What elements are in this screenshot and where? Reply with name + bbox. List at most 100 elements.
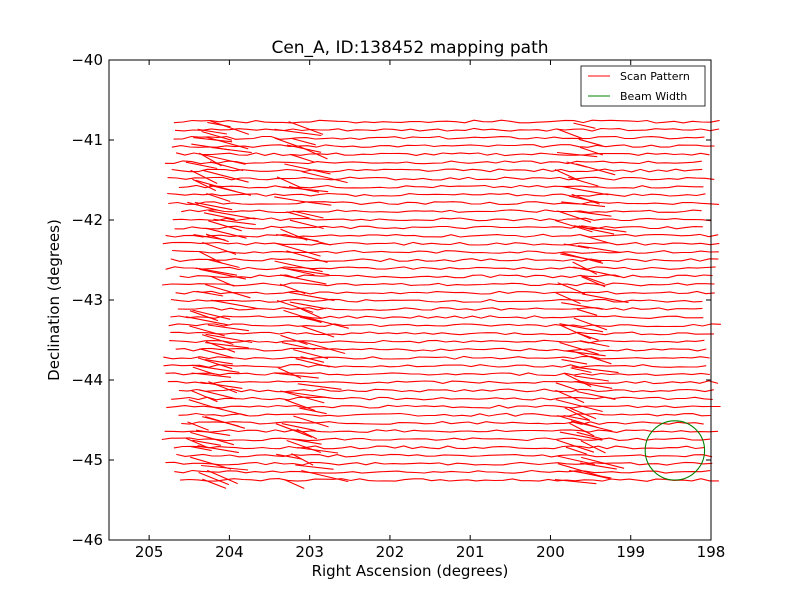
scan-leg	[165, 266, 716, 271]
scan-leg	[167, 380, 719, 385]
scan-turn	[578, 138, 603, 147]
scan-turn	[559, 341, 599, 355]
scan-turn	[192, 178, 217, 192]
scan-turn	[197, 128, 227, 135]
scan-turn	[197, 357, 233, 370]
scan-turn	[187, 421, 209, 431]
scan-turn	[193, 234, 226, 241]
x-tick-label: 201	[456, 543, 485, 561]
scan-leg	[162, 241, 720, 246]
x-tick-label: 199	[616, 543, 645, 561]
scan-turn	[574, 210, 612, 217]
scan-turn	[300, 356, 325, 363]
scan-turn	[560, 253, 602, 263]
legend-label-scan-pattern: Scan Pattern	[620, 70, 690, 83]
scan-leg	[171, 168, 703, 173]
scan-leg	[175, 347, 707, 352]
scan-turn	[571, 366, 619, 374]
scan-turn	[198, 251, 223, 264]
scan-turn	[284, 163, 331, 175]
y-tick-label: −41	[71, 131, 103, 149]
scan-leg	[175, 152, 710, 157]
x-axis-ticks: 205 204 203 202 201 200 199 198	[135, 60, 726, 561]
scan-turn	[276, 299, 314, 313]
scan-turn	[280, 334, 308, 346]
scan-turn	[561, 201, 606, 208]
scan-turn	[285, 399, 316, 412]
scan-turn	[197, 445, 239, 454]
scan-leg	[167, 192, 706, 197]
scan-turn	[299, 316, 322, 323]
scan-turn	[189, 310, 219, 322]
scan-leg	[181, 421, 704, 425]
legend-label-beam-width: Beam Width	[620, 90, 687, 103]
scan-turn	[208, 184, 252, 196]
scan-leg	[178, 388, 714, 393]
scan-turn	[557, 282, 586, 295]
scan-turn	[301, 325, 335, 338]
scan-turn	[191, 364, 240, 373]
scan-turn	[573, 225, 615, 235]
y-axis-label: Declination (degrees)	[45, 219, 63, 381]
scan-turn	[300, 315, 349, 329]
scan-leg	[171, 144, 715, 148]
scan-turn	[198, 471, 230, 486]
scan-leg	[170, 315, 704, 319]
scan-turn	[202, 169, 249, 183]
y-tick-label: −43	[71, 291, 103, 309]
scan-turn	[573, 122, 596, 129]
scan-leg	[166, 404, 721, 409]
scan-turn	[193, 137, 233, 143]
y-axis-ticks: −40 −41 −42 −43 −44 −45 −46	[71, 51, 711, 549]
scan-leg	[162, 282, 715, 287]
scan-turn	[565, 446, 587, 455]
scan-leg	[165, 461, 713, 466]
scan-turn	[568, 176, 599, 187]
scan-turn	[291, 438, 322, 445]
scan-turn	[208, 220, 242, 232]
scan-turn	[185, 161, 218, 170]
scan-turn	[274, 372, 319, 379]
y-tick-label: −46	[71, 531, 103, 549]
scan-leg	[165, 372, 710, 377]
scan-pattern-layer	[161, 119, 721, 490]
scan-leg	[173, 445, 705, 450]
scan-turn	[282, 186, 329, 193]
scan-turn	[275, 423, 313, 438]
scan-turn	[557, 463, 602, 478]
y-tick-label: −42	[71, 211, 103, 229]
scan-turn	[580, 462, 617, 470]
scan-turn	[190, 431, 234, 446]
scan-turn	[555, 382, 578, 391]
scan-turn	[199, 348, 234, 359]
scan-turn	[200, 381, 243, 389]
scan-turn	[274, 260, 323, 273]
x-tick-label: 204	[215, 543, 244, 561]
scan-turn	[210, 120, 250, 135]
scan-turn	[569, 422, 595, 437]
scan-turn	[574, 375, 609, 382]
scan-turn	[286, 211, 310, 219]
scan-leg	[170, 331, 714, 336]
scan-turn	[564, 350, 606, 357]
x-tick-label: 198	[697, 543, 726, 561]
scan-leg	[170, 258, 719, 262]
scan-turn	[201, 334, 234, 346]
scan-leg	[168, 201, 720, 205]
scan-turn	[581, 225, 627, 233]
scan-turn	[293, 415, 329, 428]
scan-turn	[208, 259, 240, 269]
beam-width-circle	[644, 420, 706, 481]
scan-turn	[297, 383, 342, 390]
scan-turn	[276, 453, 303, 460]
scan-turn	[205, 359, 233, 365]
scan-turn	[192, 309, 231, 320]
scan-turn	[190, 389, 218, 403]
scan-turn	[574, 380, 613, 389]
scan-turn	[301, 171, 348, 184]
scan-turn	[288, 291, 335, 302]
scan-turn	[274, 137, 298, 147]
scan-turn	[213, 218, 256, 226]
scan-turn	[299, 407, 327, 415]
